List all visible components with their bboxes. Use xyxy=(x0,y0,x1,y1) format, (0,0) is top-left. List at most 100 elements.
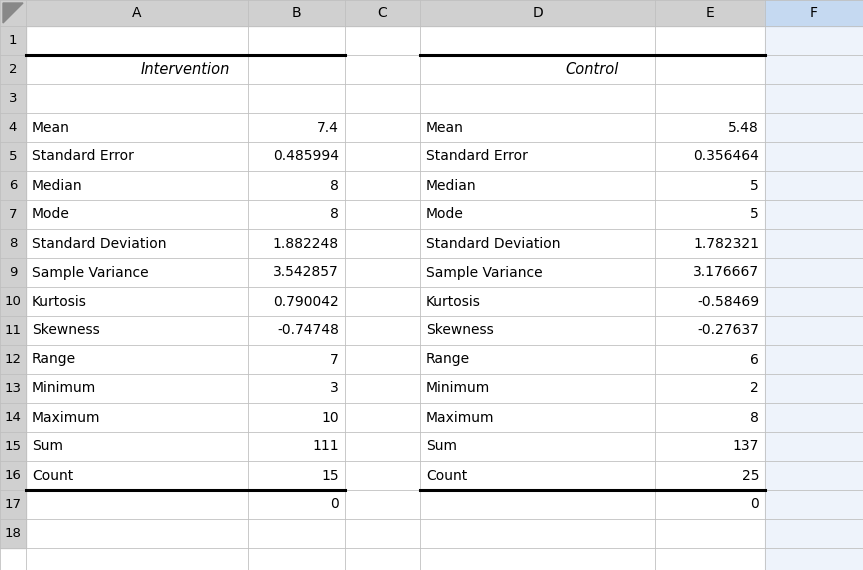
Text: Mode: Mode xyxy=(32,207,70,222)
Text: 5: 5 xyxy=(9,150,17,163)
Text: 7: 7 xyxy=(331,352,339,367)
Text: -0.27637: -0.27637 xyxy=(697,324,759,337)
Text: 15: 15 xyxy=(321,469,339,482)
Polygon shape xyxy=(3,3,23,23)
Text: 10: 10 xyxy=(4,295,22,308)
Text: 5.48: 5.48 xyxy=(728,120,759,135)
Text: 137: 137 xyxy=(733,439,759,454)
Bar xyxy=(0,0,26,26)
Text: A: A xyxy=(132,6,142,20)
Text: Median: Median xyxy=(32,178,83,193)
Text: Standard Error: Standard Error xyxy=(426,149,528,164)
Bar xyxy=(0,26,26,55)
Text: Range: Range xyxy=(426,352,470,367)
Text: 0.485994: 0.485994 xyxy=(273,149,339,164)
Text: Maximum: Maximum xyxy=(32,410,100,425)
Text: 6: 6 xyxy=(750,352,759,367)
Text: 12: 12 xyxy=(4,353,22,366)
Text: Sum: Sum xyxy=(426,439,457,454)
Bar xyxy=(0,490,26,519)
Text: 3.542857: 3.542857 xyxy=(274,266,339,279)
Text: Kurtosis: Kurtosis xyxy=(426,295,481,308)
Text: Skewness: Skewness xyxy=(32,324,100,337)
Text: 8: 8 xyxy=(331,207,339,222)
Text: 2: 2 xyxy=(750,381,759,396)
Bar xyxy=(0,258,26,287)
Text: 8: 8 xyxy=(750,410,759,425)
Text: 25: 25 xyxy=(741,469,759,482)
Text: 2: 2 xyxy=(9,63,17,76)
Text: B: B xyxy=(292,6,301,20)
Text: Mean: Mean xyxy=(426,120,464,135)
Text: Median: Median xyxy=(426,178,476,193)
Text: 0: 0 xyxy=(750,498,759,511)
Text: 18: 18 xyxy=(4,527,22,540)
Text: 0.356464: 0.356464 xyxy=(693,149,759,164)
Bar xyxy=(0,84,26,113)
Text: Standard Deviation: Standard Deviation xyxy=(426,237,560,250)
Text: Range: Range xyxy=(32,352,76,367)
Text: Skewness: Skewness xyxy=(426,324,494,337)
Text: 8: 8 xyxy=(331,178,339,193)
Bar xyxy=(0,345,26,374)
Text: 0: 0 xyxy=(331,498,339,511)
Text: Standard Error: Standard Error xyxy=(32,149,134,164)
Text: 111: 111 xyxy=(312,439,339,454)
Text: Mode: Mode xyxy=(426,207,464,222)
Text: 4: 4 xyxy=(9,121,17,134)
Bar xyxy=(0,519,26,548)
Text: Sample Variance: Sample Variance xyxy=(426,266,543,279)
Bar xyxy=(765,26,863,570)
Text: 15: 15 xyxy=(4,440,22,453)
Bar xyxy=(0,0,863,26)
Bar xyxy=(0,142,26,171)
Text: Kurtosis: Kurtosis xyxy=(32,295,87,308)
Bar xyxy=(0,171,26,200)
Text: 17: 17 xyxy=(4,498,22,511)
Bar xyxy=(0,55,26,84)
Text: 7: 7 xyxy=(9,208,17,221)
Bar xyxy=(0,461,26,490)
Text: 3: 3 xyxy=(331,381,339,396)
Text: Minimum: Minimum xyxy=(32,381,97,396)
Text: Sum: Sum xyxy=(32,439,63,454)
Bar xyxy=(765,0,863,26)
Text: -0.58469: -0.58469 xyxy=(697,295,759,308)
Text: D: D xyxy=(532,6,543,20)
Text: Maximum: Maximum xyxy=(426,410,494,425)
Bar xyxy=(0,113,26,142)
Text: 1: 1 xyxy=(9,34,17,47)
Bar xyxy=(0,432,26,461)
Text: 11: 11 xyxy=(4,324,22,337)
Text: Mean: Mean xyxy=(32,120,70,135)
Text: 16: 16 xyxy=(4,469,22,482)
Text: 0.790042: 0.790042 xyxy=(274,295,339,308)
Text: 7.4: 7.4 xyxy=(317,120,339,135)
Text: C: C xyxy=(378,6,387,20)
Bar xyxy=(0,316,26,345)
Text: Minimum: Minimum xyxy=(426,381,490,396)
Text: 1.882248: 1.882248 xyxy=(273,237,339,250)
Text: Control: Control xyxy=(566,62,619,77)
Text: -0.74748: -0.74748 xyxy=(277,324,339,337)
Text: Count: Count xyxy=(32,469,73,482)
Text: 8: 8 xyxy=(9,237,17,250)
Text: 14: 14 xyxy=(4,411,22,424)
Bar xyxy=(0,374,26,403)
Text: 10: 10 xyxy=(321,410,339,425)
Bar xyxy=(0,200,26,229)
Text: 1.782321: 1.782321 xyxy=(693,237,759,250)
Text: 3.176667: 3.176667 xyxy=(693,266,759,279)
Text: Intervention: Intervention xyxy=(141,62,230,77)
Text: 3: 3 xyxy=(9,92,17,105)
Text: 13: 13 xyxy=(4,382,22,395)
Text: 5: 5 xyxy=(750,207,759,222)
Bar xyxy=(0,229,26,258)
Text: 9: 9 xyxy=(9,266,17,279)
Text: 6: 6 xyxy=(9,179,17,192)
Text: 5: 5 xyxy=(750,178,759,193)
Text: Count: Count xyxy=(426,469,467,482)
Text: Sample Variance: Sample Variance xyxy=(32,266,148,279)
Text: F: F xyxy=(810,6,818,20)
Bar xyxy=(0,403,26,432)
